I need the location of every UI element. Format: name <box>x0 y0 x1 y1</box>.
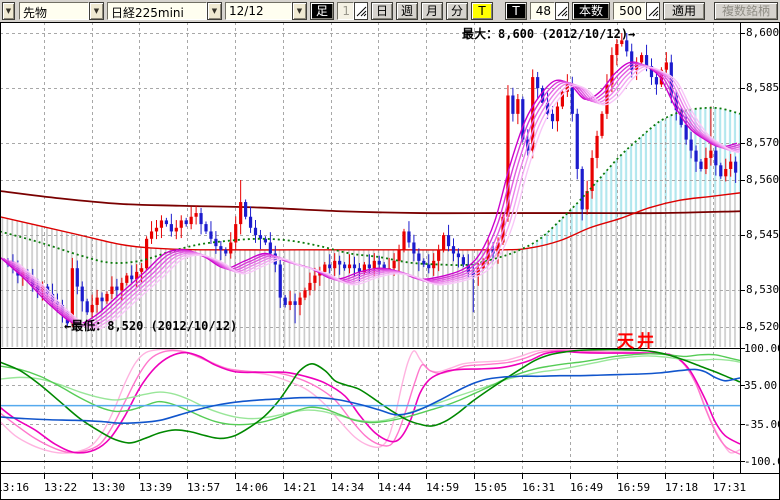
period-week-button[interactable]: 週 <box>396 2 418 20</box>
ashi-button[interactable]: 足 <box>310 2 334 20</box>
interval-value: 1 <box>337 2 354 20</box>
instrument-select[interactable]: 日経225mini ▼ <box>107 2 222 20</box>
osc-light-green <box>0 355 740 423</box>
red-ma-line <box>0 192 740 251</box>
contract-date-value: 12/12 <box>225 2 292 20</box>
chevron-down-icon[interactable]: ▼ <box>207 2 222 20</box>
osc-dark-green <box>0 349 740 444</box>
bars-spinner[interactable]: 48 <box>530 2 569 20</box>
instrument-type-value: 先物 <box>19 2 89 20</box>
period-minute-button[interactable]: 分 <box>446 2 468 20</box>
instrument-type-select[interactable]: 先物 ▼ <box>19 2 104 20</box>
green-dotted-ma-line <box>0 106 740 267</box>
instrument-value: 日経225mini <box>107 2 207 20</box>
osc-magenta <box>0 350 740 454</box>
tick-yellow-button[interactable]: T <box>471 2 493 20</box>
osc-blue <box>0 368 740 425</box>
tick-black-button[interactable]: T <box>505 2 527 20</box>
maroon-ma-line <box>0 190 740 215</box>
chevron-down-icon: ▼ <box>2 2 15 20</box>
count-value: 500 <box>613 2 646 20</box>
chevron-down-icon[interactable]: ▼ <box>89 2 104 20</box>
apply-button[interactable]: 適用 <box>663 2 705 20</box>
clipped-combo[interactable]: ▼ <box>2 2 16 20</box>
ma-ribbon <box>0 61 740 330</box>
spin-icon[interactable] <box>646 2 660 20</box>
chevron-down-icon[interactable]: ▼ <box>292 2 307 20</box>
toolbar: ▼ 先物 ▼ 日経225mini ▼ 12/12 ▼ 足 1 日 週 月 分 T… <box>0 0 780 22</box>
bars-value: 48 <box>530 2 555 20</box>
count-spinner[interactable]: 500 <box>613 2 660 20</box>
period-month-button[interactable]: 月 <box>421 2 443 20</box>
interval-spinner[interactable]: 1 <box>337 2 368 20</box>
honsu-button[interactable]: 本数 <box>572 2 610 20</box>
multi-symbol-button: 複数銘柄 <box>714 2 778 20</box>
spin-icon[interactable] <box>354 2 368 20</box>
period-day-button[interactable]: 日 <box>371 2 393 20</box>
contract-date-select[interactable]: 12/12 ▼ <box>225 2 307 20</box>
oscillator-lines <box>0 349 740 455</box>
spin-icon[interactable] <box>555 2 569 20</box>
